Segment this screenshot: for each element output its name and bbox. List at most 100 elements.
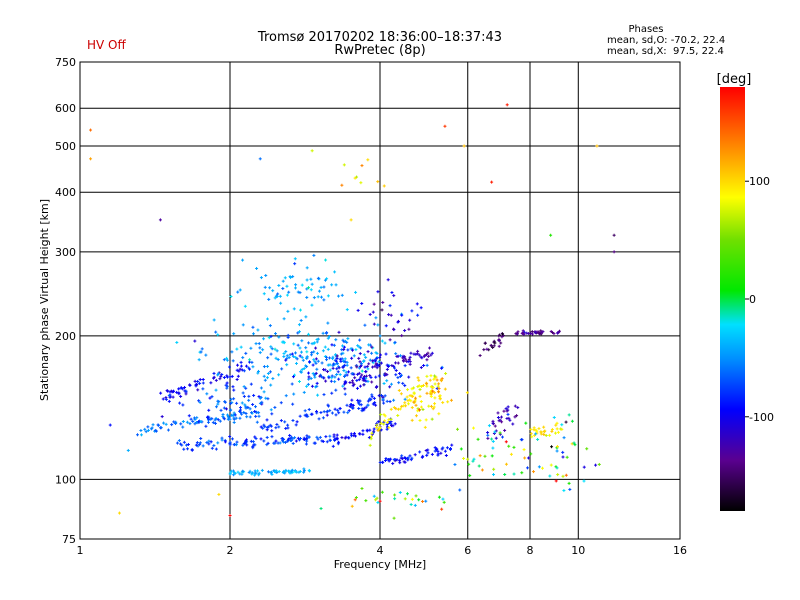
data-point	[266, 470, 270, 474]
data-point	[374, 362, 378, 366]
data-point	[359, 181, 363, 185]
data-point	[410, 406, 414, 410]
data-point	[294, 286, 298, 290]
phase-stats-x: mean, sd,X: 97.5, 22.4	[607, 46, 724, 57]
data-point	[310, 412, 314, 416]
data-point	[357, 366, 361, 370]
data-point	[228, 435, 232, 439]
data-point	[415, 302, 419, 306]
data-point	[322, 298, 326, 302]
data-point	[359, 403, 363, 407]
data-point	[403, 384, 407, 388]
data-point	[316, 393, 320, 397]
data-point	[286, 309, 290, 313]
y-tick-label: 100	[55, 473, 76, 486]
data-point	[300, 283, 304, 287]
data-point	[374, 316, 378, 320]
data-point	[370, 393, 374, 397]
data-point	[444, 372, 448, 376]
data-point	[440, 507, 444, 511]
data-point	[266, 397, 270, 401]
data-point	[228, 408, 232, 412]
data-point	[433, 446, 437, 450]
data-point	[259, 437, 263, 441]
data-point	[224, 383, 228, 387]
data-point	[582, 479, 586, 483]
data-point	[455, 427, 459, 431]
data-point	[359, 375, 363, 379]
data-point	[337, 330, 341, 334]
data-point	[372, 322, 376, 326]
data-point	[319, 411, 323, 415]
data-point	[305, 350, 309, 354]
data-point	[230, 413, 234, 417]
data-point	[428, 346, 432, 350]
data-point	[429, 353, 433, 357]
data-point	[499, 341, 503, 345]
data-point	[177, 391, 181, 395]
data-point	[333, 375, 337, 379]
data-point	[401, 381, 405, 385]
data-point	[486, 433, 490, 437]
data-point	[240, 368, 244, 372]
data-point	[296, 343, 300, 347]
data-point	[385, 363, 389, 367]
data-point	[400, 334, 404, 338]
data-point	[351, 348, 355, 352]
data-point	[277, 469, 281, 473]
data-point	[358, 352, 362, 356]
data-point	[197, 399, 201, 403]
data-point	[556, 430, 560, 434]
data-point	[501, 332, 505, 336]
data-point	[214, 405, 218, 409]
data-point	[471, 459, 475, 463]
data-point	[505, 416, 509, 420]
data-point	[355, 365, 359, 369]
data-point	[349, 218, 353, 222]
data-point	[214, 447, 218, 451]
data-point	[368, 443, 372, 447]
data-point	[403, 364, 407, 368]
data-point	[339, 359, 343, 363]
data-point	[292, 342, 296, 346]
data-point	[255, 266, 259, 270]
data-point	[346, 411, 350, 415]
data-point	[271, 377, 275, 381]
data-point	[175, 441, 179, 445]
data-point	[416, 376, 420, 380]
data-point	[232, 420, 236, 424]
data-point	[261, 426, 265, 430]
data-point	[188, 422, 192, 426]
data-point	[437, 390, 441, 394]
data-point	[381, 460, 385, 464]
data-point	[433, 382, 437, 386]
data-point	[209, 381, 213, 385]
data-point	[539, 432, 543, 436]
data-point	[232, 388, 236, 392]
data-point	[407, 327, 411, 331]
data-point	[343, 339, 347, 343]
data-point	[252, 443, 256, 447]
data-point	[357, 371, 361, 375]
data-point	[374, 403, 378, 407]
data-point	[425, 391, 429, 395]
data-point	[257, 473, 261, 477]
data-point	[358, 338, 362, 342]
data-point	[487, 348, 491, 352]
data-point	[241, 356, 245, 360]
data-point	[273, 470, 277, 474]
data-point	[512, 472, 516, 476]
data-point	[332, 343, 336, 347]
data-point	[426, 354, 430, 358]
data-point	[306, 332, 310, 336]
data-point	[503, 472, 507, 476]
data-point	[183, 385, 187, 389]
data-point	[284, 350, 288, 354]
data-point	[361, 429, 365, 433]
data-point	[542, 425, 546, 429]
data-point	[537, 427, 541, 431]
data-point	[199, 350, 203, 354]
data-point	[189, 417, 193, 421]
data-point	[253, 410, 257, 414]
data-point	[264, 273, 268, 277]
